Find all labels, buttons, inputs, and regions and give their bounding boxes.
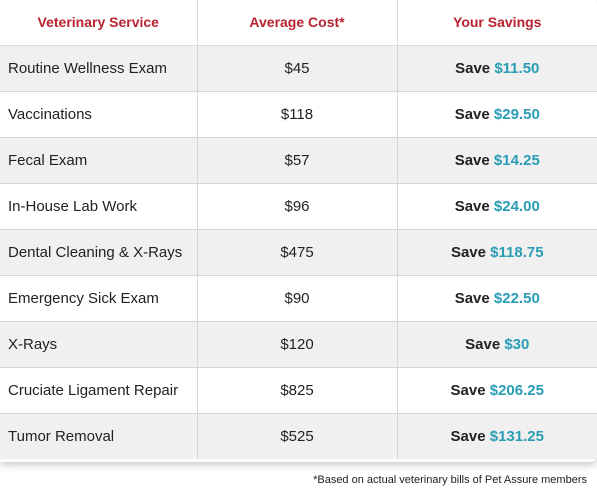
cost-footnote: *Based on actual veterinary bills of Pet…	[313, 474, 587, 486]
table-row: X-Rays $120 Save $30	[0, 321, 597, 368]
cost-cell: $96	[197, 183, 398, 230]
save-label: Save	[454, 289, 490, 307]
savings-cell: Save $22.50	[397, 275, 597, 322]
service-cell: Vaccinations	[0, 91, 198, 138]
savings-cell: Save $11.50	[397, 45, 597, 92]
table-row: Vaccinations $118 Save $29.50	[0, 91, 597, 138]
savings-amount: $131.25	[489, 427, 544, 445]
service-cell: Tumor Removal	[0, 413, 198, 459]
column-header-savings: Your Savings	[397, 0, 597, 46]
savings-cell: Save $118.75	[397, 229, 597, 276]
save-label: Save	[465, 335, 501, 353]
savings-table: Veterinary Service Average Cost* Your Sa…	[0, 0, 597, 459]
table-row: Fecal Exam $57 Save $14.25	[0, 137, 597, 184]
cost-cell: $825	[197, 367, 398, 414]
savings-amount: $30	[504, 335, 530, 353]
cost-cell: $475	[197, 229, 398, 276]
savings-amount: $118.75	[490, 243, 544, 261]
savings-amount: $11.50	[494, 59, 540, 77]
savings-cell: Save $206.25	[397, 367, 597, 414]
save-label: Save	[450, 427, 486, 445]
cost-cell: $57	[197, 137, 398, 184]
service-cell: Dental Cleaning & X-Rays	[0, 229, 198, 276]
savings-amount: $14.25	[493, 151, 540, 169]
save-label: Save	[450, 243, 486, 261]
cost-cell: $120	[197, 321, 398, 368]
savings-amount: $206.25	[489, 381, 544, 399]
table-row: Routine Wellness Exam $45 Save $11.50	[0, 45, 597, 92]
table-row: Dental Cleaning & X-Rays $475 Save $118.…	[0, 229, 597, 276]
save-label: Save	[454, 151, 490, 169]
cost-cell: $118	[197, 91, 398, 138]
savings-cell: Save $30	[397, 321, 597, 368]
column-header-cost: Average Cost*	[197, 0, 398, 46]
savings-cell: Save $131.25	[397, 413, 597, 459]
service-cell: In-House Lab Work	[0, 183, 198, 230]
service-cell: Cruciate Ligament Repair	[0, 367, 198, 414]
save-label: Save	[454, 105, 490, 123]
savings-cell: Save $14.25	[397, 137, 597, 184]
cost-cell: $45	[197, 45, 398, 92]
service-cell: X-Rays	[0, 321, 198, 368]
table-header-row: Veterinary Service Average Cost* Your Sa…	[0, 0, 597, 46]
save-label: Save	[455, 59, 491, 77]
service-cell: Emergency Sick Exam	[0, 275, 198, 322]
service-cell: Routine Wellness Exam	[0, 45, 198, 92]
table-row: Cruciate Ligament Repair $825 Save $206.…	[0, 367, 597, 414]
savings-amount: $22.50	[493, 289, 540, 307]
service-cell: Fecal Exam	[0, 137, 198, 184]
save-label: Save	[454, 197, 490, 215]
cost-cell: $90	[197, 275, 398, 322]
table-row: Tumor Removal $525 Save $131.25	[0, 413, 597, 459]
savings-table-card: Veterinary Service Average Cost* Your Sa…	[0, 0, 597, 459]
savings-amount: $24.00	[493, 197, 540, 215]
savings-cell: Save $29.50	[397, 91, 597, 138]
table-row: Emergency Sick Exam $90 Save $22.50	[0, 275, 597, 322]
column-header-service: Veterinary Service	[0, 0, 198, 46]
savings-cell: Save $24.00	[397, 183, 597, 230]
save-label: Save	[450, 381, 486, 399]
savings-amount: $29.50	[493, 105, 540, 123]
table-row: In-House Lab Work $96 Save $24.00	[0, 183, 597, 230]
cost-cell: $525	[197, 413, 398, 459]
